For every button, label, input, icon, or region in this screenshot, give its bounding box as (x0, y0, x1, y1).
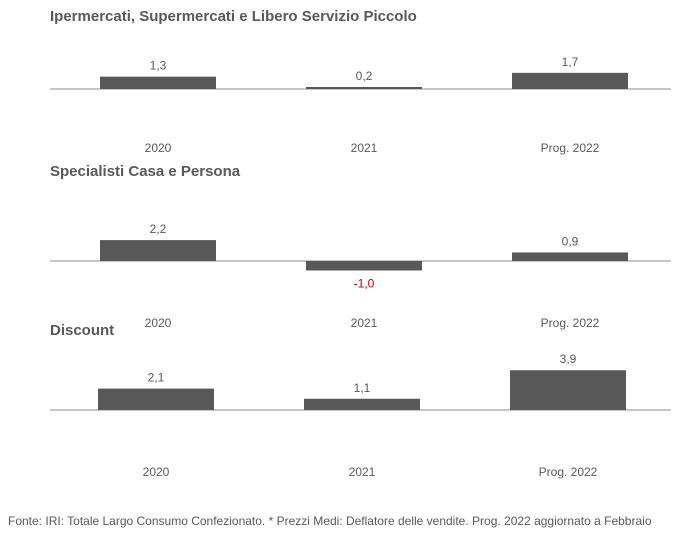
bar-chart-specialisti: 2,2 2020 -1,0 2021 0,9 Prog. 2022 (50, 222, 671, 330)
source-footnote: Fonte: IRI: Totale Largo Consumo Confezi… (8, 514, 652, 528)
category-label: Prog. 2022 (539, 465, 598, 479)
bar-chart-discount: 2,1 2020 1,1 2021 3,9 Prog. 2022 (50, 352, 671, 479)
category-label: Prog. 2022 (541, 141, 600, 155)
bar-2020 (98, 388, 214, 410)
category-label: 2021 (349, 465, 376, 479)
category-label: 2020 (145, 141, 172, 155)
bar-2020 (100, 76, 216, 89)
category-label: 2021 (351, 316, 378, 330)
data-label: 3,9 (560, 352, 577, 366)
bar-chart-ipermercati: 1,3 2020 0,2 2021 1,7 Prog. 2022 (50, 55, 671, 155)
data-label: 2,2 (150, 222, 167, 236)
chart-title-discount: Discount (50, 322, 115, 339)
data-label: 1,3 (150, 59, 167, 73)
data-label: 1,7 (562, 55, 579, 69)
data-label: 0,2 (356, 69, 373, 83)
bar-2021 (304, 398, 420, 410)
bar-prog-2022 (512, 252, 628, 261)
bar-2021 (306, 87, 422, 89)
category-label: 2021 (351, 141, 378, 155)
data-label: 2,1 (148, 371, 165, 385)
data-label: 1,1 (354, 381, 371, 395)
category-label: Prog. 2022 (541, 316, 600, 330)
bar-prog-2022 (512, 72, 628, 89)
data-label: 0,9 (562, 234, 579, 248)
data-label: -1,0 (354, 277, 375, 291)
chart-title-specialisti: Specialisti Casa e Persona (50, 163, 241, 180)
bar-2021 (306, 261, 422, 271)
bar-prog-2022 (510, 370, 626, 410)
chart-title-ipermercati: Ipermercati, Supermercati e Libero Servi… (50, 8, 417, 25)
category-label: 2020 (145, 316, 172, 330)
category-label: 2020 (143, 465, 170, 479)
bar-2020 (100, 240, 216, 261)
